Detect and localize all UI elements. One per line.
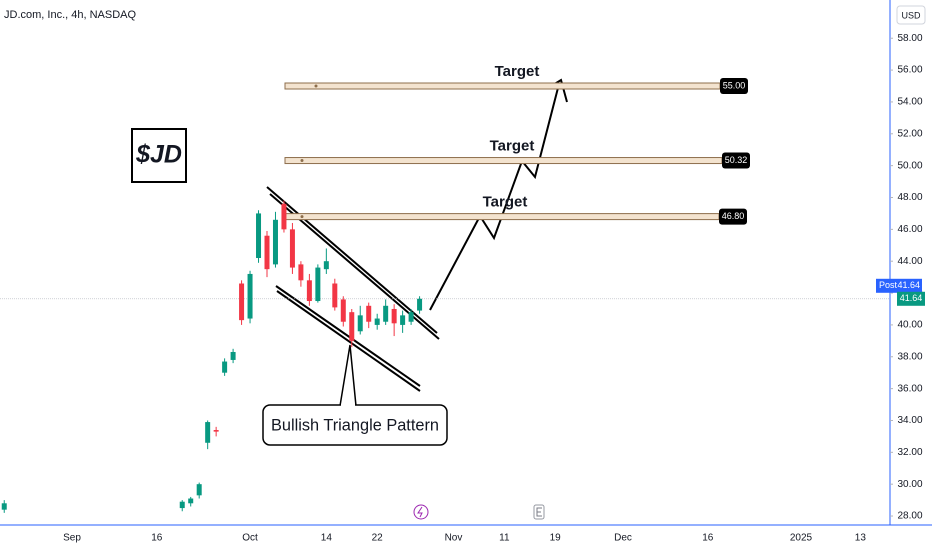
y-tick-label: 34.00 — [897, 415, 922, 426]
price-badge — [897, 291, 925, 306]
callout-pointer — [339, 344, 357, 407]
candle-body — [247, 273, 253, 319]
y-tick-label: 30.00 — [897, 479, 922, 490]
y-tick-label: 32.00 — [897, 447, 922, 458]
x-tick-label: 2025 — [790, 533, 813, 544]
candle-body — [315, 267, 321, 302]
candle-body — [205, 422, 211, 443]
candle-body — [298, 264, 304, 281]
target-badge — [722, 152, 750, 169]
x-tick-label: Dec — [614, 533, 632, 544]
dividend-icon[interactable] — [413, 504, 429, 520]
target-badge — [720, 78, 748, 95]
x-tick-label: 19 — [550, 533, 562, 544]
post-badge — [876, 278, 922, 293]
candle-body — [281, 203, 287, 230]
post-name: Post — [879, 280, 898, 290]
candle-body — [264, 235, 270, 270]
candle-body — [400, 315, 406, 325]
post-value: 41.64 — [897, 280, 920, 290]
target-label: Target — [483, 194, 528, 211]
y-tick-label: 52.00 — [897, 128, 922, 139]
price-value: 41.64 — [900, 293, 923, 303]
candle-body — [340, 299, 346, 322]
lower-line — [276, 290, 421, 392]
x-tick-label: Nov — [445, 533, 463, 544]
target-label: Target — [495, 63, 540, 80]
candle-body — [222, 361, 228, 373]
candle-body — [179, 501, 185, 509]
candle-body — [417, 298, 423, 311]
candle-body — [383, 305, 389, 322]
candle-body — [408, 312, 414, 322]
x-tick-label: 16 — [702, 533, 714, 544]
y-tick-label: 48.00 — [897, 192, 922, 203]
target-badge — [719, 208, 747, 225]
target-handle — [314, 84, 318, 88]
y-tick-label: 44.00 — [897, 256, 922, 267]
candle-body — [196, 484, 202, 496]
candle-body — [391, 308, 397, 324]
y-tick-label: 56.00 — [897, 65, 922, 76]
target-zone — [284, 157, 723, 165]
x-tick-label: Oct — [242, 533, 258, 544]
candle-body — [213, 430, 219, 432]
ticker-box — [131, 128, 187, 183]
currency-box[interactable] — [896, 5, 926, 25]
currency: USD — [901, 10, 921, 20]
ticker-label: $JD — [135, 141, 182, 169]
target-value: 46.80 — [722, 211, 745, 221]
earnings-glyph — [536, 507, 542, 517]
y-tick-label: 40.00 — [897, 320, 922, 331]
candle-body — [289, 229, 295, 268]
candle-body — [374, 318, 380, 325]
x-tick-label: 22 — [372, 533, 384, 544]
chart-title: JD.com, Inc., 4h, NASDAQ — [4, 9, 136, 21]
x-tick-label: 16 — [151, 533, 163, 544]
candle-body — [230, 351, 236, 360]
lower-line — [275, 285, 421, 387]
x-tick-label: 13 — [855, 533, 867, 544]
y-tick-label: 28.00 — [897, 511, 922, 522]
candle-body — [349, 312, 355, 341]
y-tick-label: 46.00 — [897, 224, 922, 235]
candle-body — [323, 261, 329, 270]
target-handle — [300, 159, 304, 163]
dividend-glyph — [417, 506, 423, 518]
candle-body — [357, 315, 363, 332]
target-zone — [284, 213, 720, 221]
upper-line — [266, 186, 438, 334]
target-zone — [284, 82, 721, 90]
candle-body — [306, 280, 312, 302]
y-tick-label: 54.00 — [897, 97, 922, 108]
y-tick-label: 38.00 — [897, 351, 922, 362]
candle-body — [366, 305, 372, 322]
x-tick-label: 11 — [499, 533, 510, 544]
y-tick-label: 50.00 — [897, 160, 922, 171]
candle-body — [272, 219, 278, 265]
pattern-label: Bullish Triangle Pattern — [271, 415, 439, 434]
y-tick-label: 36.00 — [897, 383, 922, 394]
candle-body — [1, 503, 7, 510]
candle-body — [239, 283, 245, 321]
target-label: Target — [490, 138, 535, 155]
target-handle — [300, 215, 304, 219]
target-value: 55.00 — [723, 80, 746, 90]
candle-body — [256, 213, 262, 259]
candle-body — [188, 498, 194, 504]
x-tick-label: Sep — [63, 533, 81, 544]
x-tick-label: 14 — [321, 533, 333, 544]
candle-body — [332, 283, 338, 308]
y-tick-label: 58.00 — [897, 33, 922, 44]
target-value: 50.32 — [725, 155, 748, 165]
